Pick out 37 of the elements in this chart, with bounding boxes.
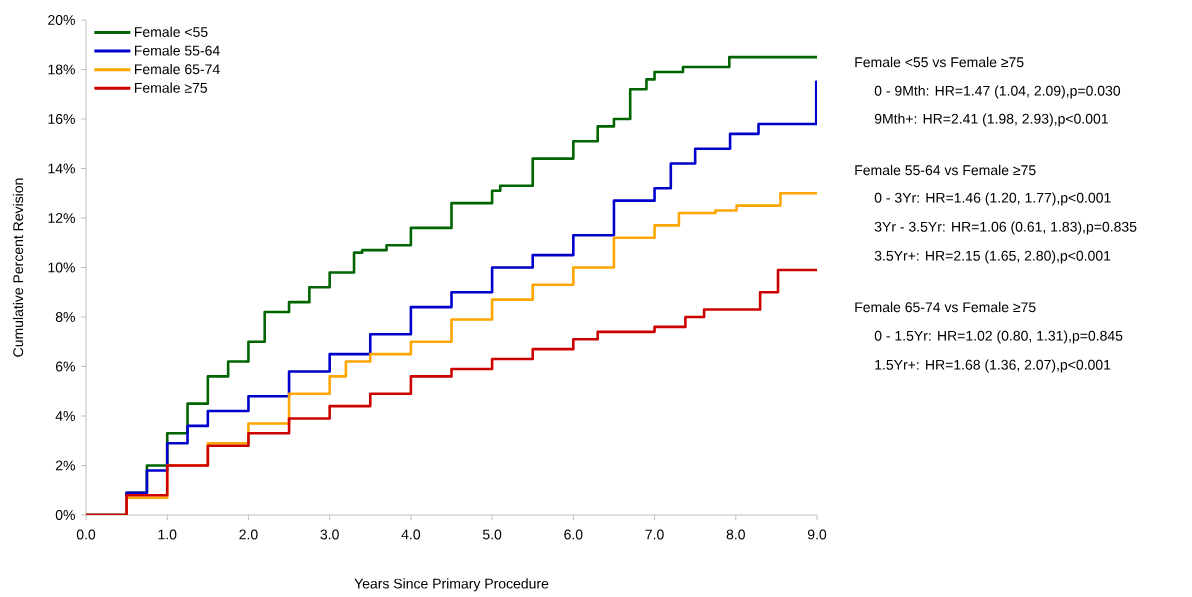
y-tick-label: 10%: [48, 262, 75, 273]
y-tick-label: 18%: [48, 64, 75, 75]
text: Female 55-64 vs Female ≥75: [855, 164, 1036, 176]
x-tick-label: 3.0: [320, 529, 339, 540]
x-tick-label: 1.0: [158, 529, 177, 540]
text: Female 65-74 vs Female ≥75: [855, 301, 1036, 313]
text: Female <55 vs Female ≥75: [855, 56, 1024, 68]
x-tick-label: 5.0: [482, 529, 502, 540]
text: 0 - 1.5Yr: HR=1.02 (0.80, 1.31),p=0.845: [874, 330, 1123, 344]
text: 3.5Yr+: HR=2.15 (1.65, 2.80),p<0.001: [874, 250, 1111, 264]
y-tick-label: 2%: [55, 460, 75, 471]
x-tick-label: 0.0: [76, 529, 96, 540]
y-tick-label: 14%: [48, 163, 75, 174]
x-tick-label: 8.0: [726, 529, 745, 540]
y-tick-label: 20%: [48, 15, 75, 25]
x-tick-label: 2.0: [239, 529, 258, 540]
y-tick-label: 16%: [48, 114, 75, 124]
y-tick-label: 8%: [55, 312, 75, 322]
text: 0 - 3Yr: HR=1.46 (1.20, 1.77),p<0.001: [874, 192, 1111, 206]
x-axis-title: Years Since Primary Procedure: [354, 578, 549, 592]
text: 1.5Yr+: HR=1.68 (1.36, 2.07),p<0.001: [875, 359, 1111, 373]
legend-label: Female <55: [135, 26, 208, 37]
text: 9Mth+: HR=2.41 (1.98, 2.93),p<0.001: [874, 113, 1108, 127]
x-tick-label: 7.0: [645, 529, 664, 540]
x-tick-label: 6.0: [564, 529, 583, 540]
legend-label: Female ≥75: [135, 82, 208, 93]
y-tick-label: 12%: [48, 213, 75, 223]
y-axis-title: Cumulative Percent Revision: [12, 178, 24, 357]
y-tick-label: 4%: [55, 411, 75, 421]
legend-label: Female 55-64: [135, 45, 220, 56]
legend-label: Female 65-74: [135, 63, 220, 75]
x-tick-label: 4.0: [401, 529, 421, 540]
y-tick-label: 0%: [55, 510, 75, 520]
text: 3Yr - 3.5Yr: HR=1.06 (0.61, 1.83),p=0.835: [874, 221, 1137, 235]
text: 0 - 9Mth: HR=1.47 (1.04, 2.09),p=0.030: [874, 85, 1121, 99]
x-tick-label: 9.0: [807, 529, 827, 540]
y-tick-label: 6%: [55, 361, 75, 372]
